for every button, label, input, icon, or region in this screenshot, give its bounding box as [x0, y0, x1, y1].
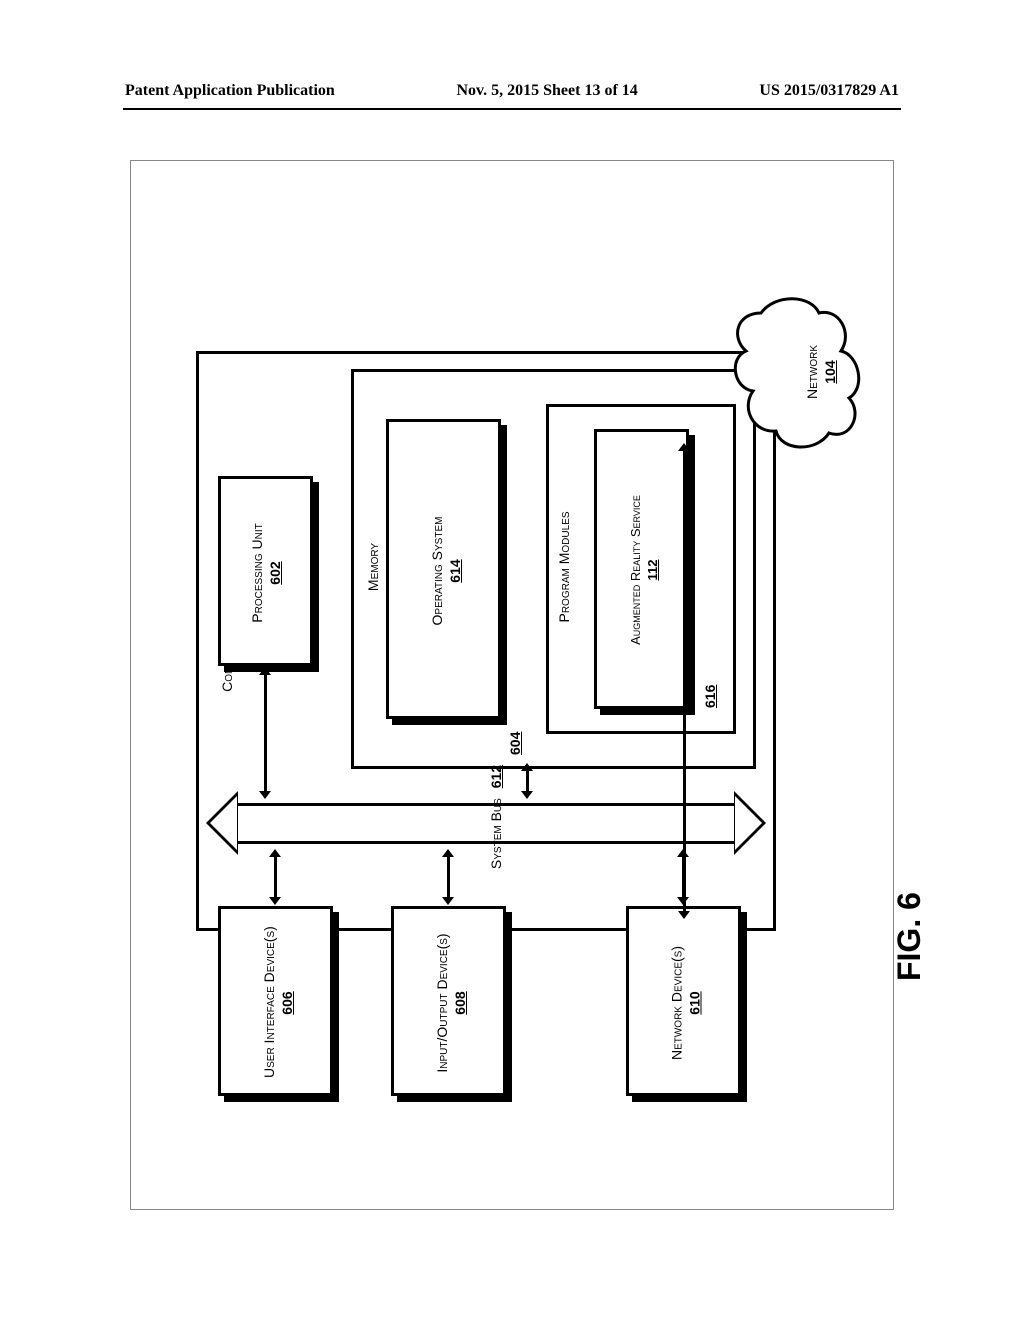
processing-unit-num: 602 — [267, 503, 283, 643]
network-cloud-text: Network — [804, 345, 820, 399]
program-modules-label: Program Modules — [556, 487, 572, 647]
processing-unit-label: Processing Unit 602 — [249, 503, 283, 643]
ui-devices-text: User Interface Device(s) — [261, 926, 277, 1078]
processing-unit-text: Processing Unit — [249, 523, 265, 622]
header-rule — [123, 108, 901, 110]
io-devices-text: Input/Output Device(s) — [434, 933, 450, 1072]
system-bus-group: System Bus 612 — [206, 791, 766, 856]
ars-label: Augmented Reality Service 112 — [628, 460, 660, 680]
ui-devices-label: User Interface Device(s) 606 — [261, 928, 295, 1078]
memory-text: Memory — [365, 543, 381, 591]
connector-mem-bus — [526, 771, 529, 791]
program-modules-text: Program Modules — [556, 512, 572, 623]
ars-text: Augmented Reality Service — [628, 495, 643, 645]
page-header: Patent Application Publication Nov. 5, 2… — [0, 82, 1024, 100]
system-bus-arrow-left — [206, 791, 238, 855]
os-group: Operating System 614 — [386, 419, 501, 719]
program-modules-group: Program Modules 616 Augmented Reality Se… — [546, 404, 736, 734]
os-label: Operating System 614 — [429, 496, 463, 646]
system-bus-arrow-right — [734, 791, 766, 855]
header-center: Nov. 5, 2015 Sheet 13 of 14 — [456, 82, 637, 100]
figure-label: FIG. 6 — [891, 892, 928, 981]
ars-num: 112 — [645, 460, 660, 680]
io-devices-num: 608 — [452, 928, 468, 1078]
memory-label: Memory — [365, 527, 381, 607]
connector-pu-bus — [264, 675, 267, 791]
ars-group: Augmented Reality Service 112 — [594, 429, 689, 709]
os-text: Operating System — [429, 517, 445, 626]
io-devices-group: Input/Output Device(s) 608 — [391, 906, 506, 1096]
header-left: Patent Application Publication — [125, 82, 335, 100]
connector-netdev-cloud — [683, 451, 686, 911]
io-devices-label: Input/Output Device(s) 608 — [434, 928, 468, 1078]
ui-devices-num: 606 — [279, 928, 295, 1078]
ui-devices-group: User Interface Device(s) 606 — [218, 906, 333, 1096]
system-bus-text: System Bus — [488, 798, 504, 869]
processing-unit-group: Processing Unit 602 — [218, 476, 313, 666]
net-devices-group: Network Device(s) 610 — [626, 906, 741, 1096]
page: Patent Application Publication Nov. 5, 2… — [0, 0, 1024, 1320]
memory-num: 604 — [507, 732, 523, 755]
program-modules-num: 616 — [702, 685, 718, 708]
net-devices-num: 610 — [687, 926, 703, 1081]
net-devices-text: Network Device(s) — [669, 946, 685, 1060]
header-right: US 2015/0317829 A1 — [759, 82, 899, 100]
network-cloud-num: 104 — [822, 322, 838, 422]
figure-frame: FIG. 6 Computer System 600 Processing Un… — [130, 160, 894, 1210]
system-bus-body — [236, 803, 736, 844]
computer-system-group: Computer System 600 Processing Unit 602 … — [196, 351, 776, 931]
cloud-icon — [731, 293, 861, 453]
network-cloud-label: Network 104 — [804, 322, 838, 422]
connector-bus-ui — [274, 857, 277, 897]
connector-bus-io — [447, 857, 450, 897]
os-num: 614 — [447, 496, 463, 646]
system-bus-num: 612 — [488, 765, 504, 788]
memory-group: Memory 604 Operating System 614 Pr — [351, 369, 756, 769]
network-cloud-group: Network 104 — [731, 293, 861, 453]
system-bus-label: System Bus 612 — [488, 737, 504, 897]
net-devices-label: Network Device(s) 610 — [669, 926, 703, 1081]
